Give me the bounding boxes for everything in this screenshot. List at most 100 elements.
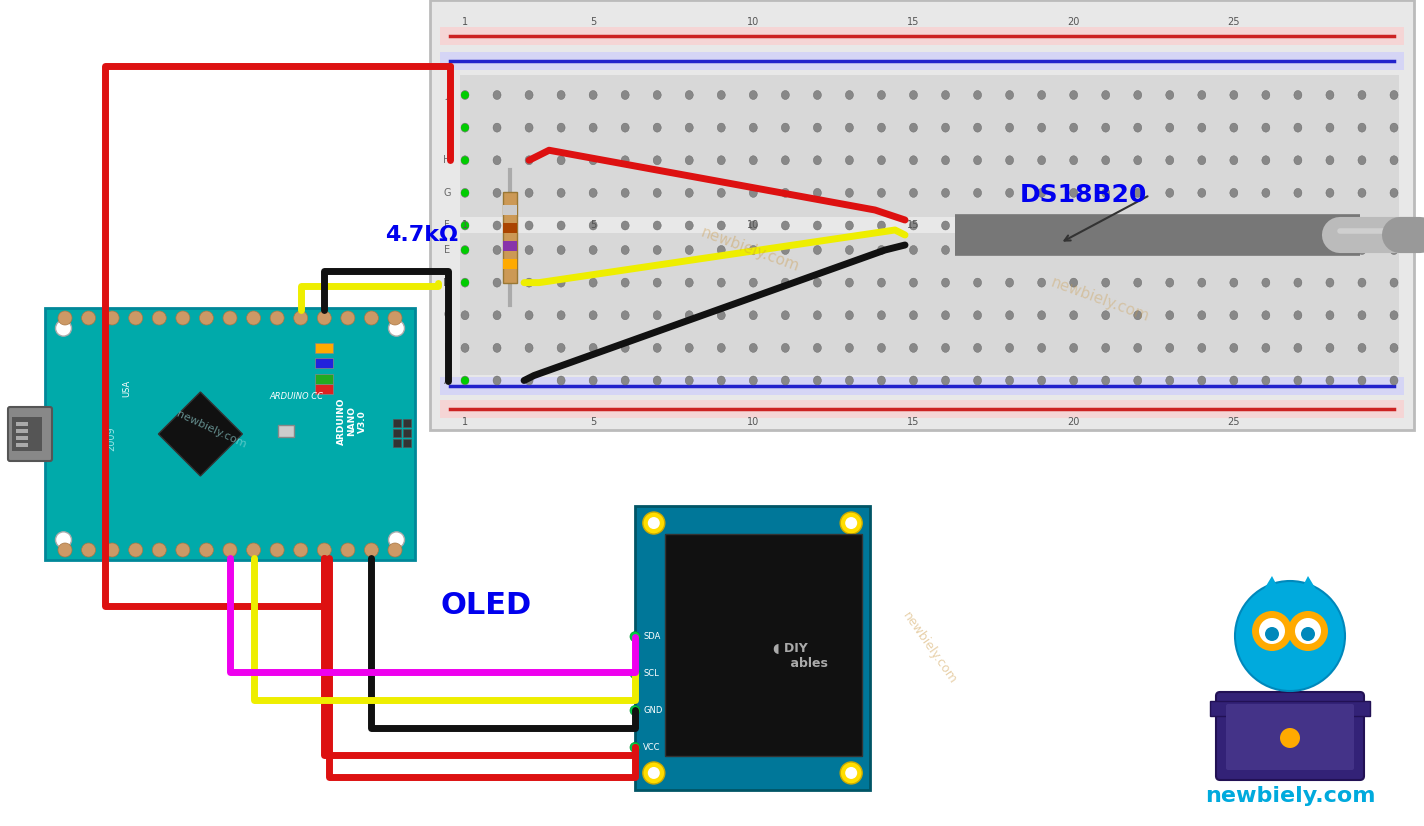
Ellipse shape: [493, 245, 501, 254]
Ellipse shape: [1262, 221, 1270, 230]
Ellipse shape: [813, 311, 822, 320]
Ellipse shape: [941, 311, 950, 320]
Bar: [315, 373, 333, 383]
Text: GND: GND: [644, 706, 662, 715]
Ellipse shape: [1166, 311, 1173, 320]
Ellipse shape: [1038, 188, 1045, 197]
Bar: [403, 429, 412, 437]
Ellipse shape: [1326, 188, 1334, 197]
Ellipse shape: [1038, 123, 1045, 132]
Bar: [315, 344, 333, 354]
Ellipse shape: [974, 91, 981, 99]
Text: D10: D10: [110, 292, 115, 304]
Ellipse shape: [974, 123, 981, 132]
Ellipse shape: [1198, 188, 1206, 197]
Text: D3: D3: [275, 295, 279, 304]
Ellipse shape: [749, 123, 758, 132]
Ellipse shape: [621, 123, 629, 132]
Ellipse shape: [846, 376, 853, 385]
Ellipse shape: [621, 245, 629, 254]
Text: newbiely.com: newbiely.com: [900, 610, 960, 686]
Bar: [16, 443, 28, 447]
Bar: [460, 217, 1398, 233]
Ellipse shape: [461, 123, 468, 132]
Bar: [635, 506, 870, 790]
Ellipse shape: [974, 188, 981, 197]
Ellipse shape: [877, 245, 886, 254]
Ellipse shape: [846, 245, 853, 254]
Bar: [16, 436, 28, 440]
Ellipse shape: [621, 344, 629, 353]
Text: 15: 15: [907, 417, 920, 427]
Ellipse shape: [590, 156, 597, 164]
Ellipse shape: [941, 278, 950, 287]
Circle shape: [1294, 618, 1321, 644]
Ellipse shape: [749, 91, 758, 99]
Bar: [393, 429, 402, 437]
Ellipse shape: [718, 123, 725, 132]
Text: 25: 25: [1227, 417, 1240, 427]
Bar: [315, 383, 333, 394]
Ellipse shape: [1358, 188, 1366, 197]
Ellipse shape: [877, 123, 886, 132]
Circle shape: [461, 278, 468, 287]
Ellipse shape: [525, 376, 533, 385]
Bar: [393, 439, 402, 447]
Ellipse shape: [1134, 91, 1142, 99]
Ellipse shape: [910, 278, 917, 287]
Ellipse shape: [1005, 221, 1014, 230]
Ellipse shape: [654, 123, 661, 132]
Ellipse shape: [1230, 311, 1237, 320]
Ellipse shape: [1134, 245, 1142, 254]
Circle shape: [105, 311, 120, 325]
Text: DS18B20: DS18B20: [1020, 183, 1148, 207]
Text: C: C: [444, 311, 450, 320]
Ellipse shape: [782, 188, 789, 197]
Ellipse shape: [1166, 123, 1173, 132]
Text: A: A: [444, 376, 450, 386]
Circle shape: [648, 767, 659, 779]
Ellipse shape: [1262, 188, 1270, 197]
Ellipse shape: [1390, 278, 1398, 287]
Ellipse shape: [1294, 344, 1302, 353]
Ellipse shape: [1262, 376, 1270, 385]
Ellipse shape: [1166, 156, 1173, 164]
Bar: [46, 308, 414, 560]
Text: 10: 10: [748, 417, 759, 427]
Ellipse shape: [782, 344, 789, 353]
Ellipse shape: [525, 156, 533, 164]
Ellipse shape: [1198, 344, 1206, 353]
Ellipse shape: [654, 156, 661, 164]
Bar: [430, 0, 1414, 430]
Ellipse shape: [1262, 278, 1270, 287]
Ellipse shape: [749, 344, 758, 353]
Text: A1: A1: [157, 564, 162, 572]
Ellipse shape: [813, 221, 822, 230]
Ellipse shape: [974, 376, 981, 385]
Ellipse shape: [1005, 376, 1014, 385]
Ellipse shape: [1294, 245, 1302, 254]
Circle shape: [105, 543, 120, 557]
Ellipse shape: [461, 376, 468, 385]
Ellipse shape: [1326, 311, 1334, 320]
Ellipse shape: [1198, 278, 1206, 287]
Ellipse shape: [877, 311, 886, 320]
Text: I: I: [446, 122, 449, 133]
Ellipse shape: [974, 156, 981, 164]
Circle shape: [387, 543, 402, 557]
Text: 5: 5: [590, 417, 597, 427]
Ellipse shape: [557, 245, 565, 254]
Ellipse shape: [1102, 91, 1109, 99]
Ellipse shape: [941, 123, 950, 132]
Circle shape: [152, 543, 167, 557]
Ellipse shape: [654, 278, 661, 287]
Ellipse shape: [1069, 221, 1078, 230]
Ellipse shape: [910, 344, 917, 353]
Ellipse shape: [654, 344, 661, 353]
Circle shape: [389, 320, 404, 336]
Ellipse shape: [590, 278, 597, 287]
Ellipse shape: [590, 344, 597, 353]
Ellipse shape: [749, 278, 758, 287]
Ellipse shape: [685, 278, 693, 287]
Ellipse shape: [974, 344, 981, 353]
